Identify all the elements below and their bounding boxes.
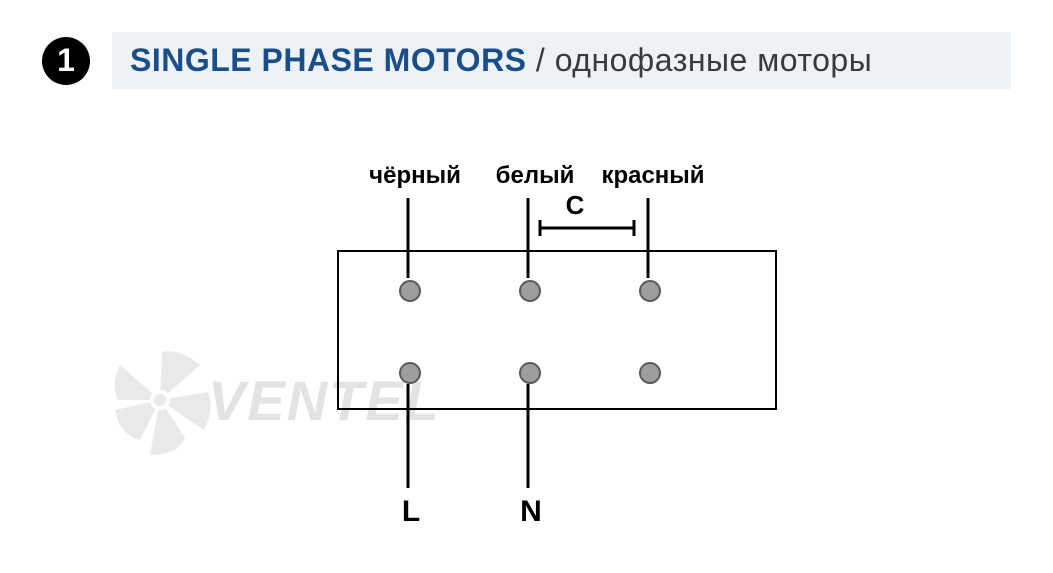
terminal-top-2 bbox=[519, 280, 541, 302]
title-russian: однофазные моторы bbox=[555, 42, 873, 78]
wiring-diagram: VENTEL чёрный белый красный C L N bbox=[0, 150, 1053, 550]
terminal-top-3 bbox=[639, 280, 661, 302]
title-bar: SINGLE PHASE MOTORS / однофазные моторы bbox=[112, 32, 1011, 89]
title-english: SINGLE PHASE MOTORS bbox=[130, 42, 527, 78]
fan-icon bbox=[100, 340, 220, 460]
terminal-bottom-3 bbox=[639, 362, 661, 384]
terminal-bottom-1 bbox=[399, 362, 421, 384]
wire-label-black: чёрный bbox=[365, 162, 465, 190]
label-line: L bbox=[396, 495, 426, 529]
terminal-top-1 bbox=[399, 280, 421, 302]
wire-label-red: красный bbox=[598, 162, 708, 190]
wire-label-white: белый bbox=[490, 162, 580, 190]
terminal-block bbox=[337, 250, 777, 410]
title-separator: / bbox=[527, 42, 555, 78]
header: 1 SINGLE PHASE MOTORS / однофазные мотор… bbox=[42, 32, 1011, 89]
capacitor-label: C bbox=[560, 190, 590, 221]
section-number-badge: 1 bbox=[42, 37, 90, 85]
badge-number: 1 bbox=[57, 42, 75, 79]
label-neutral: N bbox=[516, 495, 546, 529]
terminal-bottom-2 bbox=[519, 362, 541, 384]
